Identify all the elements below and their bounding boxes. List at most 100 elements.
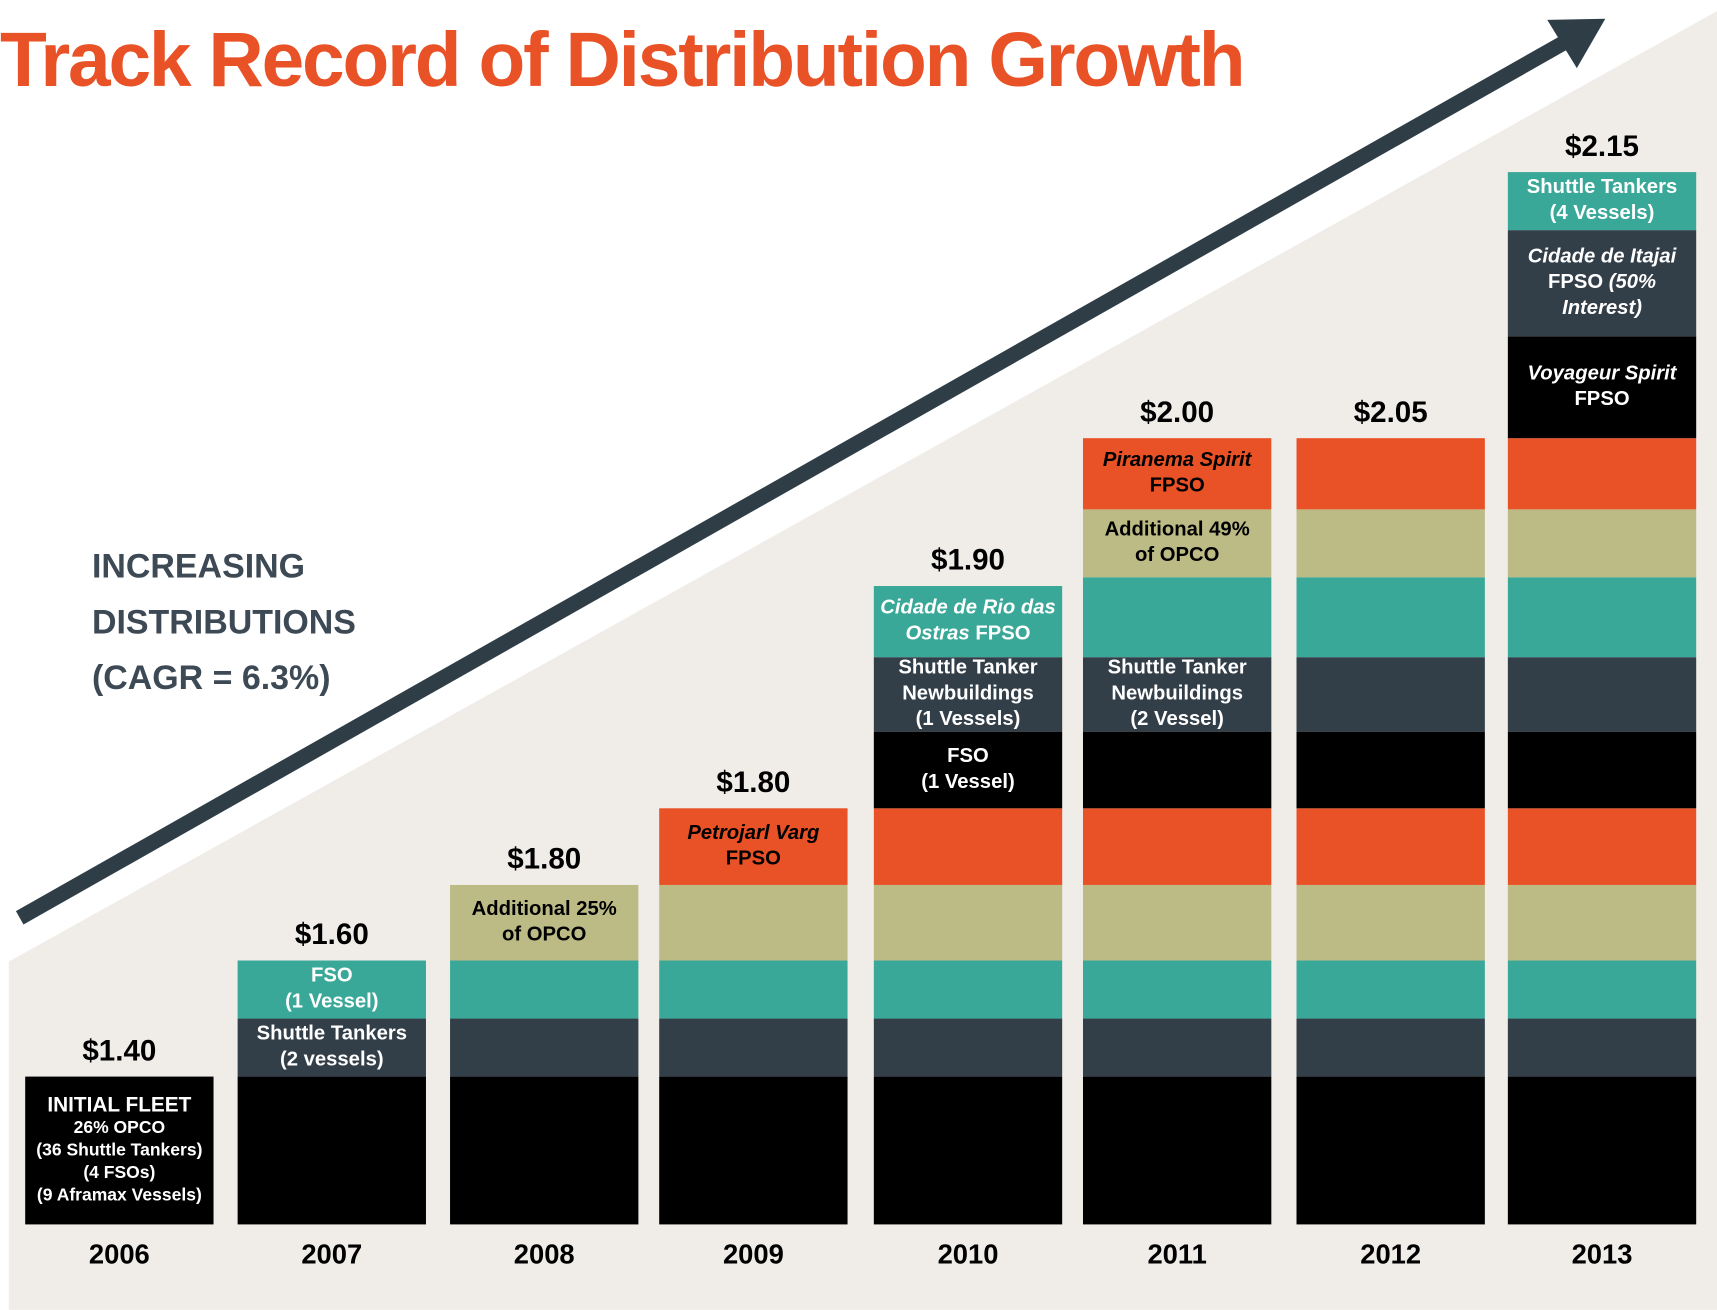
- total-label: $2.05: [1354, 396, 1428, 429]
- segment-label: Additional 49%: [1105, 519, 1250, 541]
- segment: [873, 586, 1063, 658]
- total-label: $1.90: [931, 544, 1005, 577]
- label-run: (36 Shuttle Tankers): [36, 1139, 202, 1159]
- year-label: 2009: [723, 1238, 784, 1269]
- segment: [1507, 1018, 1697, 1077]
- year-label: 2006: [89, 1238, 150, 1269]
- segment: [1507, 577, 1697, 658]
- segment: [659, 1076, 848, 1225]
- segment-label: Petrojarl Varg: [687, 822, 820, 844]
- label-run: FPSO: [726, 848, 781, 870]
- label-run: FPSO: [970, 623, 1031, 645]
- segment-label: (2 Vessel): [1130, 708, 1223, 730]
- segment-label: Piranema Spirit: [1103, 449, 1253, 471]
- segment-label: Shuttle Tanker: [898, 657, 1037, 679]
- segment: [1296, 657, 1485, 732]
- segment-label: Cidade de Rio das: [880, 597, 1056, 619]
- segment-label: FPSO: [1574, 388, 1629, 410]
- segment-label: FPSO: [1150, 475, 1205, 497]
- segment: [1507, 808, 1697, 885]
- label-run: Cidade de Itajai: [1528, 246, 1677, 268]
- segment: [1296, 1018, 1485, 1077]
- label-run: Voyageur Spirit: [1528, 363, 1678, 385]
- label-run: 26% OPCO: [74, 1117, 166, 1137]
- label-run: Newbuildings: [1111, 683, 1243, 705]
- label-run: FSO: [947, 745, 989, 767]
- arrow-head: [1547, 18, 1606, 69]
- label-run: Shuttle Tanker: [1108, 657, 1247, 679]
- annotation: INCREASING: [92, 547, 305, 585]
- segment: [659, 884, 848, 961]
- total-label: $2.00: [1140, 396, 1214, 429]
- segment-label: (4 FSOs): [83, 1162, 155, 1182]
- segment: [1296, 509, 1485, 578]
- segment-label: INITIAL FLEET: [47, 1093, 191, 1116]
- label-run: Ostras: [906, 623, 970, 645]
- total-label: $1.60: [295, 918, 369, 951]
- label-run: Shuttle Tanker: [898, 657, 1037, 679]
- segment: [659, 1018, 848, 1077]
- year-label: 2011: [1147, 1238, 1206, 1269]
- segment: [1507, 1076, 1697, 1225]
- segment: [450, 884, 639, 961]
- label-run: (50%: [1609, 272, 1656, 294]
- segment-label: of OPCO: [502, 924, 586, 946]
- segment: [1507, 731, 1697, 809]
- segment-label: Shuttle Tankers: [1527, 177, 1677, 199]
- annotation: DISTRIBUTIONS: [92, 603, 356, 641]
- segment-label: Ostras FPSO: [906, 623, 1031, 645]
- segment: [1082, 808, 1272, 885]
- segment: [873, 1018, 1063, 1077]
- segment: [1296, 884, 1485, 961]
- segment: [873, 960, 1063, 1019]
- segment: [1507, 438, 1697, 510]
- segment-label: (36 Shuttle Tankers): [36, 1139, 202, 1159]
- year-label: 2012: [1360, 1238, 1421, 1269]
- segment-label: Shuttle Tanker: [1108, 657, 1247, 679]
- segment-label: FPSO (50%: [1548, 272, 1656, 294]
- label-run: of OPCO: [502, 924, 586, 946]
- segment-label: Interest): [1562, 297, 1642, 319]
- total-label: $1.80: [716, 766, 790, 799]
- label-run: (9 Aframax Vessels): [37, 1184, 202, 1204]
- label-run: FPSO: [1150, 475, 1205, 497]
- segment: [1082, 731, 1272, 809]
- title: Track Record of Distribution Growth: [0, 18, 1243, 103]
- segment: [873, 657, 1063, 732]
- label-run: (4 Vessels): [1550, 202, 1655, 224]
- segment: [1507, 509, 1697, 578]
- segment: [1507, 657, 1697, 732]
- label-run: Cidade de Rio das: [880, 597, 1056, 619]
- segment: [450, 1076, 639, 1225]
- segment: [659, 960, 848, 1019]
- year-label: 2010: [938, 1238, 999, 1269]
- label-run: Interest): [1562, 297, 1642, 319]
- label-run: Additional 25%: [472, 898, 617, 920]
- segment: [1082, 657, 1272, 732]
- segment-label: (1 Vessels): [916, 708, 1021, 730]
- label-run: FPSO: [1548, 272, 1609, 294]
- segment-label: of OPCO: [1135, 545, 1219, 567]
- label-run: Piranema Spirit: [1103, 449, 1253, 471]
- segment-label: (4 Vessels): [1550, 202, 1655, 224]
- segment: [1507, 336, 1697, 439]
- growth-arrow: [15, 31, 1576, 925]
- segment-label: (2 vessels): [280, 1049, 384, 1071]
- label-run: INITIAL FLEET: [47, 1093, 191, 1116]
- label-run: (1 Vessel): [285, 991, 378, 1013]
- segment-label: FSO: [947, 745, 989, 767]
- segment: [1296, 808, 1485, 885]
- segment: [1296, 438, 1485, 510]
- label-run: FSO: [311, 965, 353, 987]
- label-run: Petrojarl Varg: [687, 822, 820, 844]
- segment: [873, 1076, 1063, 1225]
- segment-label: FSO: [311, 965, 353, 987]
- segment-label: (1 Vessel): [285, 991, 378, 1013]
- segment: [1296, 960, 1485, 1019]
- label-run: Shuttle Tankers: [257, 1023, 407, 1045]
- segment: [1296, 1076, 1485, 1225]
- segment: [1507, 230, 1697, 337]
- total-label: $2.15: [1565, 130, 1639, 163]
- label-run: of OPCO: [1135, 545, 1219, 567]
